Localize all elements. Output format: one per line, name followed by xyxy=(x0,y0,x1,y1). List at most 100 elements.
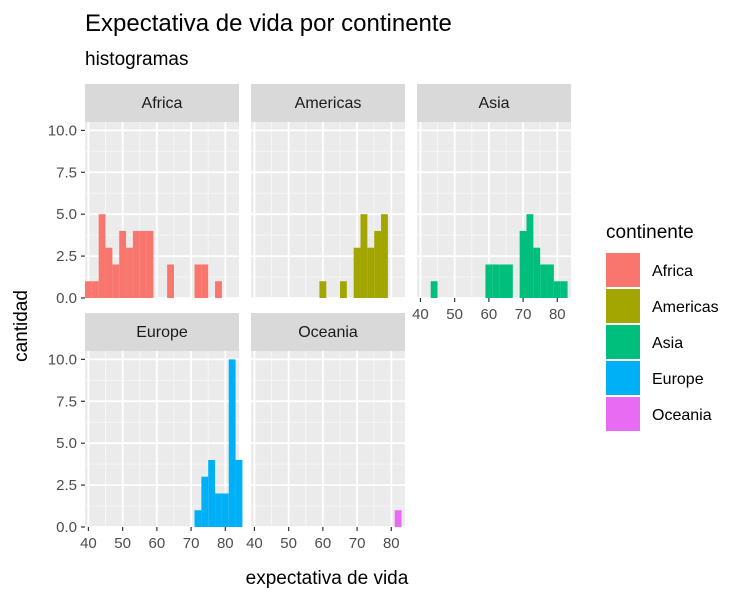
legend-label: Asia xyxy=(652,335,683,352)
facet-strip xyxy=(251,313,405,351)
histogram-bar xyxy=(105,247,113,298)
facet-strip-label: Oceania xyxy=(298,324,358,341)
y-tick-label: 10.0 xyxy=(48,122,77,139)
legend-label: Africa xyxy=(652,263,693,280)
x-axis-label: expectativa de vida xyxy=(246,568,409,589)
histogram-bar xyxy=(228,359,236,527)
legend-item: Africa xyxy=(606,253,693,287)
facet-strip-label: Africa xyxy=(142,95,183,112)
x-tick-label: 60 xyxy=(481,306,498,323)
legend-swatch xyxy=(606,325,640,359)
x-tick-label: 40 xyxy=(80,535,97,552)
histogram-bar xyxy=(215,281,222,298)
legend-item: Americas xyxy=(606,289,719,323)
facet-panels: Africa 0.0 2.5 5.0 7.5 10.0 Americas Asia 40 50 60… xyxy=(48,84,571,552)
histogram-bar xyxy=(126,247,133,298)
facet-panel-africa: Africa 0.0 2.5 5.0 7.5 10.0 xyxy=(48,84,239,307)
histogram-bar xyxy=(553,281,561,298)
facet-strip-label: Americas xyxy=(295,95,362,112)
x-tick-label: 70 xyxy=(515,306,532,323)
facet-strip xyxy=(251,84,405,122)
histogram-bar xyxy=(540,264,548,298)
legend: continente Africa Americas Asia Europe Ocean… xyxy=(606,222,719,431)
panel-background xyxy=(251,351,405,527)
facet-panel-asia: Asia 40 50 60 70 80 xyxy=(412,84,571,323)
facet-strip xyxy=(85,313,239,351)
legend-title: continente xyxy=(606,222,694,243)
histogram-bar xyxy=(208,459,216,527)
histogram-bar xyxy=(319,281,327,298)
histogram-bar xyxy=(194,510,202,527)
histogram-bar xyxy=(374,230,382,298)
facet-panel-americas: Americas xyxy=(251,84,405,299)
histogram-bar xyxy=(167,264,174,298)
facet-panel-oceania: Oceania 40 50 60 70 80 xyxy=(246,313,405,552)
facet-strip xyxy=(417,84,571,122)
chart-subtitle: histogramas xyxy=(85,49,189,70)
legend-swatch xyxy=(606,361,640,395)
y-tick-label: 5.0 xyxy=(56,435,77,452)
y-tick-label: 7.5 xyxy=(56,393,77,410)
y-tick-label: 7.5 xyxy=(56,164,77,181)
histogram-bar xyxy=(235,459,243,527)
histogram-bar xyxy=(353,247,361,298)
y-tick-label: 0.0 xyxy=(56,519,77,536)
legend-item: Asia xyxy=(606,325,683,359)
histogram-bar xyxy=(194,264,202,298)
histogram-bar xyxy=(85,281,92,298)
histogram-bar xyxy=(533,247,541,298)
x-tick-label: 70 xyxy=(183,535,200,552)
x-tick-label: 70 xyxy=(349,535,366,552)
x-tick-label: 50 xyxy=(280,535,297,552)
chart-title: Expectativa de vida por continente xyxy=(85,10,452,37)
legend-label: Europe xyxy=(652,371,704,388)
x-tick-label: 50 xyxy=(446,306,463,323)
y-tick-label: 0.0 xyxy=(56,290,77,307)
histogram-bar xyxy=(112,264,120,298)
histogram-bar xyxy=(339,281,347,298)
histogram-bar xyxy=(526,214,534,298)
legend-item: Oceania xyxy=(606,397,712,431)
x-tick-label: 60 xyxy=(315,535,332,552)
legend-item: Europe xyxy=(606,361,704,395)
y-axis-label: cantidad xyxy=(11,290,32,362)
histogram-bar xyxy=(201,264,209,298)
y-tick-label: 2.5 xyxy=(56,248,77,265)
x-tick-label: 40 xyxy=(412,306,429,323)
histogram-bar xyxy=(139,230,147,298)
histogram-bar xyxy=(98,214,106,298)
legend-swatch xyxy=(606,253,640,287)
legend-label: Oceania xyxy=(652,407,712,424)
histogram-bar xyxy=(430,281,438,298)
y-tick-label: 5.0 xyxy=(56,206,77,223)
x-tick-label: 40 xyxy=(246,535,263,552)
legend-swatch xyxy=(606,397,640,431)
facet-strip-label: Europe xyxy=(136,324,188,341)
legend-label: Americas xyxy=(652,299,719,316)
y-tick-label: 2.5 xyxy=(56,477,77,494)
histogram-bar xyxy=(547,264,554,298)
histogram-bar xyxy=(519,230,527,298)
histogram-bar xyxy=(394,510,402,527)
histogram-bar xyxy=(146,230,154,298)
facet-strip-label: Asia xyxy=(478,95,509,112)
histogram-bar xyxy=(492,264,500,298)
histogram-bar xyxy=(560,281,568,298)
facet-strip xyxy=(85,84,239,122)
x-tick-label: 50 xyxy=(114,535,131,552)
x-tick-label: 80 xyxy=(549,306,566,323)
histogram-bar xyxy=(91,281,99,298)
histogram-bar xyxy=(505,264,513,298)
histogram-bar xyxy=(381,214,388,298)
x-tick-label: 80 xyxy=(217,535,234,552)
histogram-bar xyxy=(215,493,222,527)
histogram-bar xyxy=(499,264,506,298)
legend-swatch xyxy=(606,289,640,323)
histogram-bar xyxy=(201,476,209,527)
histogram-bar xyxy=(132,230,140,298)
histogram-bar xyxy=(367,247,375,298)
x-tick-label: 60 xyxy=(149,535,166,552)
histogram-bar xyxy=(360,214,368,298)
facet-panel-europe: Europe 0.0 2.5 5.0 7.5 10.0 40 50 60 70 80 xyxy=(48,313,243,552)
